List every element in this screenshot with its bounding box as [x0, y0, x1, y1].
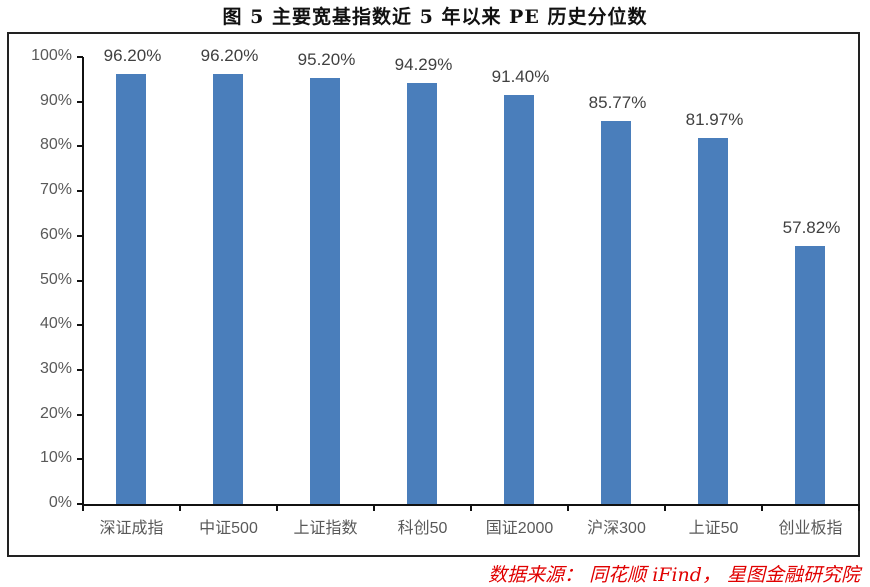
y-tick: [77, 56, 83, 58]
bar-value-label: 85.77%: [588, 92, 647, 112]
y-tick-label: 70%: [39, 181, 72, 199]
x-category-label: 深证成指: [99, 520, 164, 537]
bar: [310, 78, 340, 504]
source-note: 数据来源： 同花顺 iFind， 星图金融研究院: [488, 564, 860, 586]
y-tick-label: 10%: [39, 449, 72, 467]
x-tick: [373, 504, 375, 511]
bar-value-label: 96.20%: [103, 45, 162, 65]
bar-value-label: 95.20%: [297, 50, 356, 70]
y-tick: [77, 458, 83, 461]
y-tick: [77, 279, 83, 282]
y-tick-label: 80%: [39, 136, 72, 154]
y-axis: [82, 57, 84, 506]
bar-value-label: 57.82%: [782, 217, 841, 237]
y-tick-label: 50%: [39, 270, 72, 288]
x-category-label: 上证50: [688, 520, 739, 537]
y-tick-label: 30%: [39, 359, 72, 377]
bar: [601, 120, 631, 504]
bar-value-label: 96.20%: [200, 45, 259, 65]
y-tick: [77, 503, 83, 505]
y-tick-label: 0%: [48, 494, 72, 511]
x-category-label: 创业板指: [778, 520, 843, 537]
bar: [795, 245, 825, 504]
x-category-label: 科创50: [397, 520, 448, 537]
bar-value-label: 91.40%: [491, 67, 550, 87]
y-tick: [77, 368, 83, 371]
bar-value-label: 94.29%: [394, 54, 453, 74]
x-tick: [179, 504, 181, 511]
bar: [213, 73, 243, 504]
x-tick: [82, 504, 84, 511]
y-tick-label: 40%: [39, 315, 72, 333]
x-category-label: 中证500: [199, 520, 258, 537]
y-tick: [77, 324, 83, 327]
y-tick-label: 100%: [31, 47, 72, 64]
y-tick-label: 20%: [39, 404, 72, 422]
x-tick: [761, 504, 763, 511]
x-tick: [276, 504, 278, 511]
y-tick: [77, 145, 83, 148]
x-tick: [470, 504, 472, 511]
bar: [407, 82, 437, 504]
bar: [504, 95, 534, 504]
y-tick: [77, 413, 83, 416]
x-category-label: 上证指数: [293, 520, 358, 537]
bar: [116, 73, 146, 504]
y-tick: [77, 100, 83, 103]
bar: [698, 137, 728, 504]
chart-title: 图 5 主要宽基指数近 5 年以来 PE 历史分位数: [222, 6, 648, 28]
chart-frame: [7, 32, 860, 557]
y-tick: [77, 234, 83, 237]
bar-value-label: 81.97%: [685, 109, 744, 129]
x-tick: [664, 504, 666, 511]
y-tick: [77, 190, 83, 193]
x-tick: [567, 504, 569, 511]
x-tick: [858, 504, 860, 511]
y-tick-label: 60%: [39, 225, 72, 243]
x-category-label: 沪深300: [587, 520, 646, 537]
y-tick-label: 90%: [39, 91, 72, 109]
x-category-label: 国证2000: [485, 520, 554, 537]
